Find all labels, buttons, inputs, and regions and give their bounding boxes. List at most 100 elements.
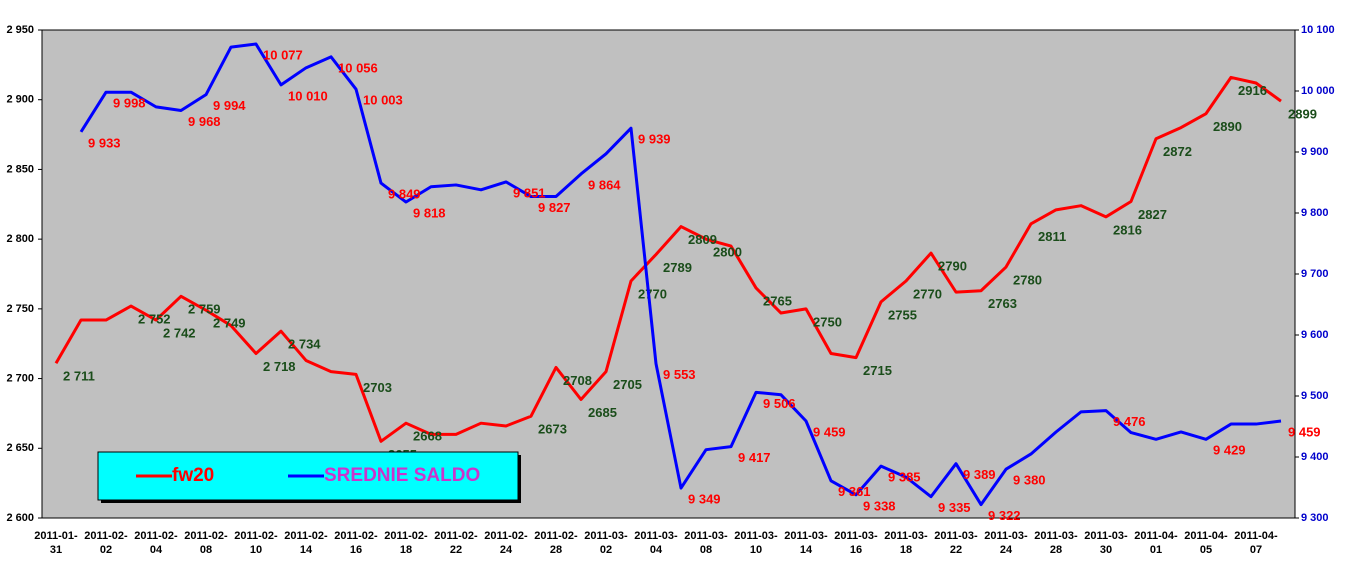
value-label: 2789 xyxy=(663,260,692,275)
value-label: 9 459 xyxy=(1288,424,1321,439)
x-tick-label-line: 10 xyxy=(250,544,262,556)
x-tick-label: 2011-03- 04 xyxy=(634,530,678,556)
x-tick-label-line: 01 xyxy=(1150,544,1162,556)
value-label: 9 553 xyxy=(663,367,696,382)
x-tick-label-line: 2011-02- xyxy=(84,530,128,542)
value-label: 2816 xyxy=(1113,222,1142,237)
value-label: 9 322 xyxy=(988,508,1021,523)
value-label: 9 827 xyxy=(538,200,571,215)
x-tick-label-line: 2011-02- xyxy=(234,530,278,542)
x-tick-label-line: 18 xyxy=(400,544,412,556)
value-label: 2780 xyxy=(1013,272,1042,287)
x-tick-label-line: 24 xyxy=(500,544,513,556)
value-label: 2 759 xyxy=(188,302,221,317)
y2-tick-label: 10 100 xyxy=(1301,24,1335,36)
value-label: 9 818 xyxy=(413,205,446,220)
value-label: 2890 xyxy=(1213,119,1242,134)
y2-tick-label: 9 400 xyxy=(1301,451,1329,463)
x-tick-label: 2011-02- 18 xyxy=(384,530,428,556)
x-tick-label-line: 2011-02- xyxy=(284,530,328,542)
value-label: 10 003 xyxy=(363,93,403,108)
x-tick-label: 2011-04- 01 xyxy=(1134,530,1178,556)
x-tick-label-line: 2011-02- xyxy=(384,530,428,542)
x-tick-label-line: 24 xyxy=(1000,544,1013,556)
value-label: 9 349 xyxy=(688,492,721,507)
value-label: 2899 xyxy=(1288,107,1317,122)
x-tick-label: 2011-02- 10 xyxy=(234,530,278,556)
value-label: 9 864 xyxy=(588,177,621,192)
x-tick-label-line: 05 xyxy=(1200,544,1212,556)
value-label: 9 998 xyxy=(113,96,146,111)
x-tick-label-line: 04 xyxy=(150,544,163,556)
value-label: 10 056 xyxy=(338,60,378,75)
x-tick-label: 2011-03- 28 xyxy=(1034,530,1078,556)
x-tick-label-line: 2011-02- xyxy=(184,530,228,542)
value-label: 2668 xyxy=(413,429,442,444)
value-label: 2809 xyxy=(688,232,717,247)
x-tick-label: 2011-02- 16 xyxy=(334,530,378,556)
x-tick-label-line: 2011-02- xyxy=(134,530,178,542)
x-tick-label: 2011-02- 02 xyxy=(84,530,128,556)
x-tick-label: 2011-02- 24 xyxy=(484,530,528,556)
x-tick-label-line: 2011-04- xyxy=(1234,530,1278,542)
value-label: 10 010 xyxy=(288,88,328,103)
value-label: 2790 xyxy=(938,259,967,274)
x-tick-label-line: 2011-03- xyxy=(1034,530,1078,542)
x-tick-label: 2011-03- 16 xyxy=(834,530,878,556)
value-label: 2 742 xyxy=(163,325,196,340)
x-tick-label-line: 22 xyxy=(950,544,962,556)
value-label: 9 459 xyxy=(813,424,846,439)
value-label: 2 718 xyxy=(263,359,296,374)
value-label: 2685 xyxy=(588,405,617,420)
x-tick-label-line: 2011-03- xyxy=(784,530,828,542)
legend-label: SREDNIE SALDO xyxy=(324,465,480,486)
x-tick-label-line: 2011-02- xyxy=(484,530,528,542)
value-label: 9 933 xyxy=(88,135,121,150)
x-tick-label-line: 2011-03- xyxy=(984,530,1028,542)
x-tick-label-line: 28 xyxy=(1050,544,1062,556)
value-label: 2705 xyxy=(613,377,642,392)
value-label: 9 361 xyxy=(838,484,871,499)
value-label: 2673 xyxy=(538,422,567,437)
x-tick-label: 2011-03- 24 xyxy=(984,530,1028,556)
value-label: 9 851 xyxy=(513,185,546,200)
y2-tick-label: 9 800 xyxy=(1301,207,1329,219)
x-tick-label-line: 04 xyxy=(650,544,663,556)
x-tick-label: 2011-03- 10 xyxy=(734,530,778,556)
x-tick-label-line: 02 xyxy=(600,544,612,556)
plot-area xyxy=(41,29,1296,519)
y-tick-label: 2 850 xyxy=(6,163,34,175)
x-tick-label-line: 14 xyxy=(800,544,813,556)
x-tick-label: 2011-02- 08 xyxy=(184,530,228,556)
x-tick-label-line: 08 xyxy=(700,544,712,556)
x-tick-label-line: 28 xyxy=(550,544,562,556)
y-tick-label: 2 700 xyxy=(6,372,34,384)
y-tick-label: 2 900 xyxy=(6,94,34,106)
value-label: 9 994 xyxy=(213,98,246,113)
x-tick-label-line: 2011-02- xyxy=(534,530,578,542)
x-tick-label-line: 2011-03- xyxy=(834,530,878,542)
x-tick-label-line: 02 xyxy=(100,544,112,556)
y-tick-label: 2 650 xyxy=(6,442,34,454)
y2-tick-label: 9 600 xyxy=(1301,329,1329,341)
x-tick-label: 2011-04- 05 xyxy=(1184,530,1228,556)
x-tick-label-line: 2011-03- xyxy=(684,530,728,542)
value-label: 9 380 xyxy=(1013,473,1046,488)
value-label: 9 506 xyxy=(763,396,796,411)
value-label: 2763 xyxy=(988,296,1017,311)
x-tick-label-line: 10 xyxy=(750,544,762,556)
value-label: 2 749 xyxy=(213,316,246,331)
value-label: 2770 xyxy=(913,286,942,301)
x-tick-label: 2011-02- 28 xyxy=(534,530,578,556)
value-label: 2811 xyxy=(1038,229,1066,244)
y2-tick-label: 10 000 xyxy=(1301,85,1335,97)
y2-tick-label: 9 300 xyxy=(1301,512,1329,524)
value-label: 2715 xyxy=(863,363,892,378)
value-label: 2 752 xyxy=(138,312,171,327)
y2-tick-label: 9 700 xyxy=(1301,268,1329,280)
value-label: 2708 xyxy=(563,373,592,388)
x-tick-label-line: 18 xyxy=(900,544,912,556)
value-label: 9 429 xyxy=(1213,443,1246,458)
value-label: 10 077 xyxy=(263,47,303,62)
